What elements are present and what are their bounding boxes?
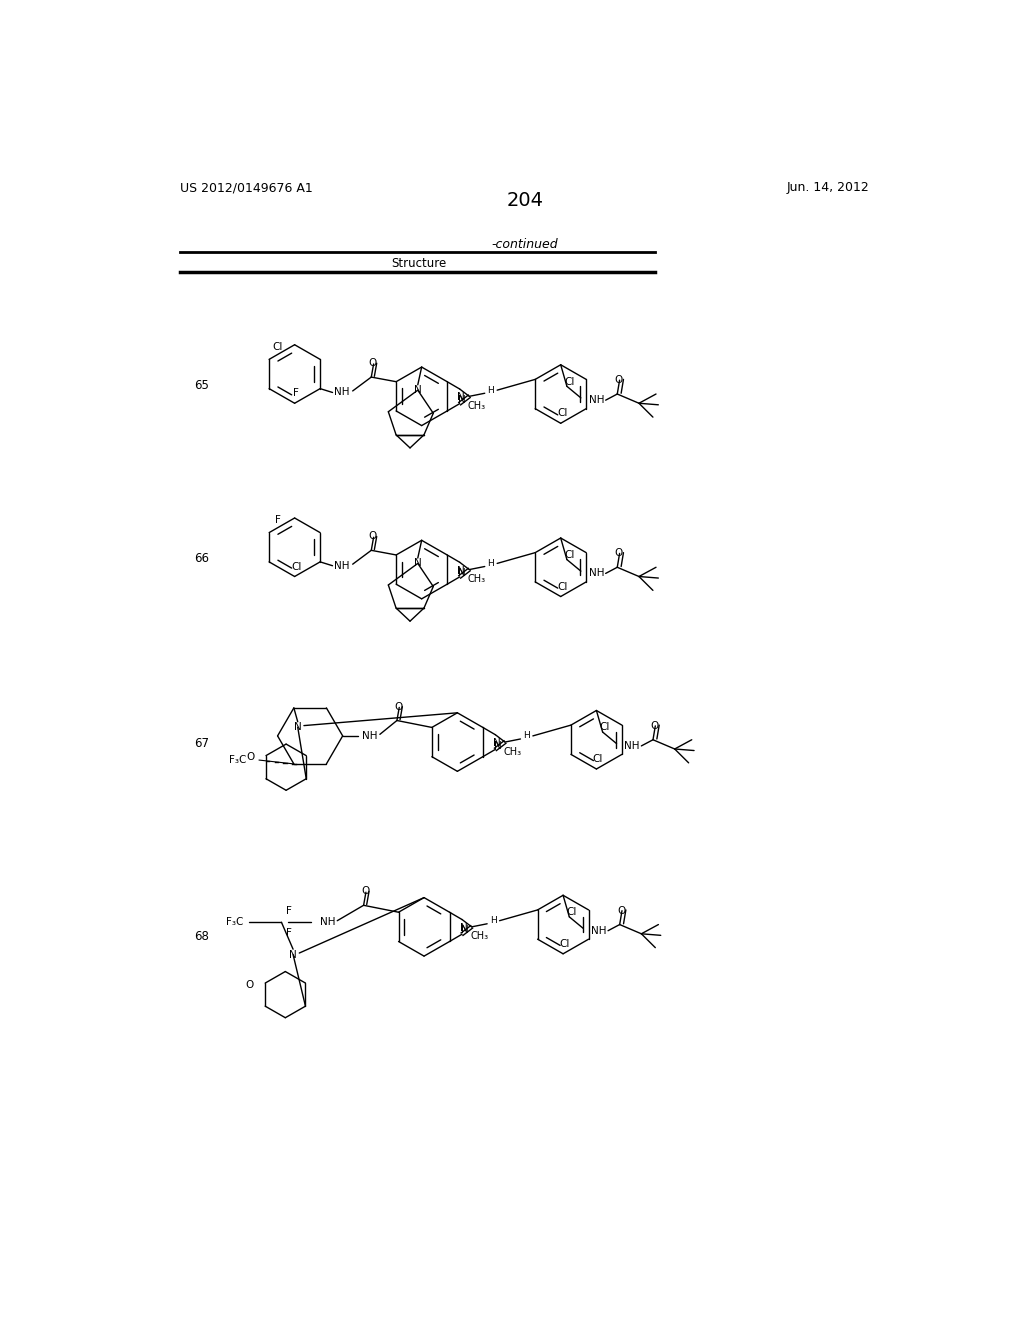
Text: 66: 66	[194, 552, 209, 565]
Text: NH: NH	[334, 561, 349, 570]
Text: CH₃: CH₃	[468, 574, 485, 585]
Text: N: N	[460, 923, 468, 933]
Text: Cl: Cl	[559, 939, 569, 949]
Text: N: N	[458, 566, 465, 576]
Text: NH: NH	[321, 917, 336, 927]
Text: NH: NH	[591, 925, 606, 936]
Text: F₃C: F₃C	[226, 917, 244, 927]
Text: N: N	[494, 738, 501, 748]
Text: Jun. 14, 2012: Jun. 14, 2012	[786, 181, 869, 194]
Text: F: F	[287, 928, 292, 939]
Text: Cl: Cl	[557, 582, 567, 591]
Text: N: N	[414, 558, 422, 569]
Text: O: O	[247, 752, 255, 762]
Text: Structure: Structure	[391, 256, 446, 269]
Text: Cl: Cl	[272, 342, 283, 352]
Text: H: H	[487, 385, 495, 395]
Text: CH₃: CH₃	[504, 747, 521, 756]
Text: F₃C: F₃C	[228, 755, 246, 766]
Text: Cl: Cl	[557, 408, 567, 418]
Text: N: N	[289, 949, 297, 960]
Text: N: N	[458, 568, 466, 578]
Text: O: O	[394, 702, 402, 711]
Text: 65: 65	[194, 379, 209, 392]
Text: NH: NH	[589, 569, 604, 578]
Text: O: O	[369, 358, 377, 368]
Text: N: N	[458, 395, 466, 405]
Text: N: N	[494, 741, 502, 751]
Text: Cl: Cl	[564, 376, 574, 387]
Text: F: F	[287, 907, 292, 916]
Text: US 2012/0149676 A1: US 2012/0149676 A1	[180, 181, 312, 194]
Text: N: N	[461, 925, 468, 936]
Text: N: N	[294, 722, 302, 733]
Text: O: O	[614, 375, 623, 385]
Text: O: O	[614, 548, 623, 558]
Text: O: O	[617, 906, 626, 916]
Text: O: O	[369, 532, 377, 541]
Text: Cl: Cl	[564, 550, 574, 560]
Text: Cl: Cl	[600, 722, 610, 733]
Text: 68: 68	[194, 929, 209, 942]
Text: NH: NH	[589, 395, 604, 405]
Text: -continued: -continued	[492, 238, 558, 251]
Text: F: F	[293, 388, 299, 399]
Text: Cl: Cl	[291, 561, 301, 572]
Text: O: O	[650, 721, 658, 731]
Text: O: O	[246, 979, 254, 990]
Text: 204: 204	[506, 191, 544, 210]
Text: CH₃: CH₃	[468, 401, 485, 411]
Text: NH: NH	[334, 388, 349, 397]
Text: H: H	[489, 916, 497, 925]
Text: N: N	[458, 392, 465, 403]
Text: NH: NH	[362, 731, 378, 741]
Text: Cl: Cl	[593, 754, 603, 764]
Text: CH₃: CH₃	[470, 932, 488, 941]
Text: H: H	[487, 558, 495, 568]
Text: 67: 67	[194, 737, 209, 750]
Text: Cl: Cl	[566, 907, 577, 917]
Text: N: N	[414, 385, 422, 395]
Text: H: H	[523, 731, 530, 741]
Text: F: F	[274, 515, 281, 525]
Text: NH: NH	[625, 741, 640, 751]
Text: O: O	[361, 887, 370, 896]
